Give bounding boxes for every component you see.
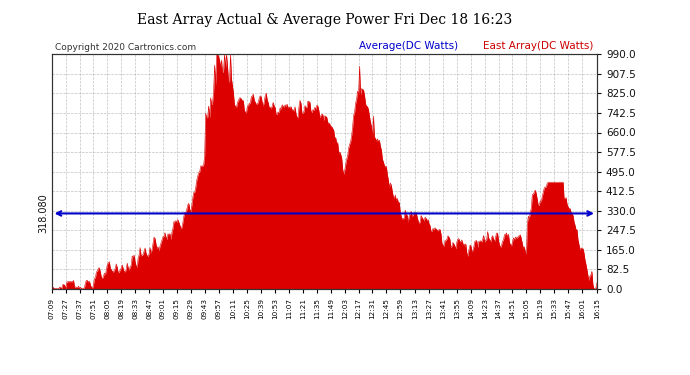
Text: 318.080: 318.080 (39, 194, 48, 233)
Text: East Array(DC Watts): East Array(DC Watts) (483, 40, 593, 51)
Text: Average(DC Watts): Average(DC Watts) (359, 40, 458, 51)
Text: Copyright 2020 Cartronics.com: Copyright 2020 Cartronics.com (55, 44, 197, 52)
Text: East Array Actual & Average Power Fri Dec 18 16:23: East Array Actual & Average Power Fri De… (137, 13, 512, 27)
